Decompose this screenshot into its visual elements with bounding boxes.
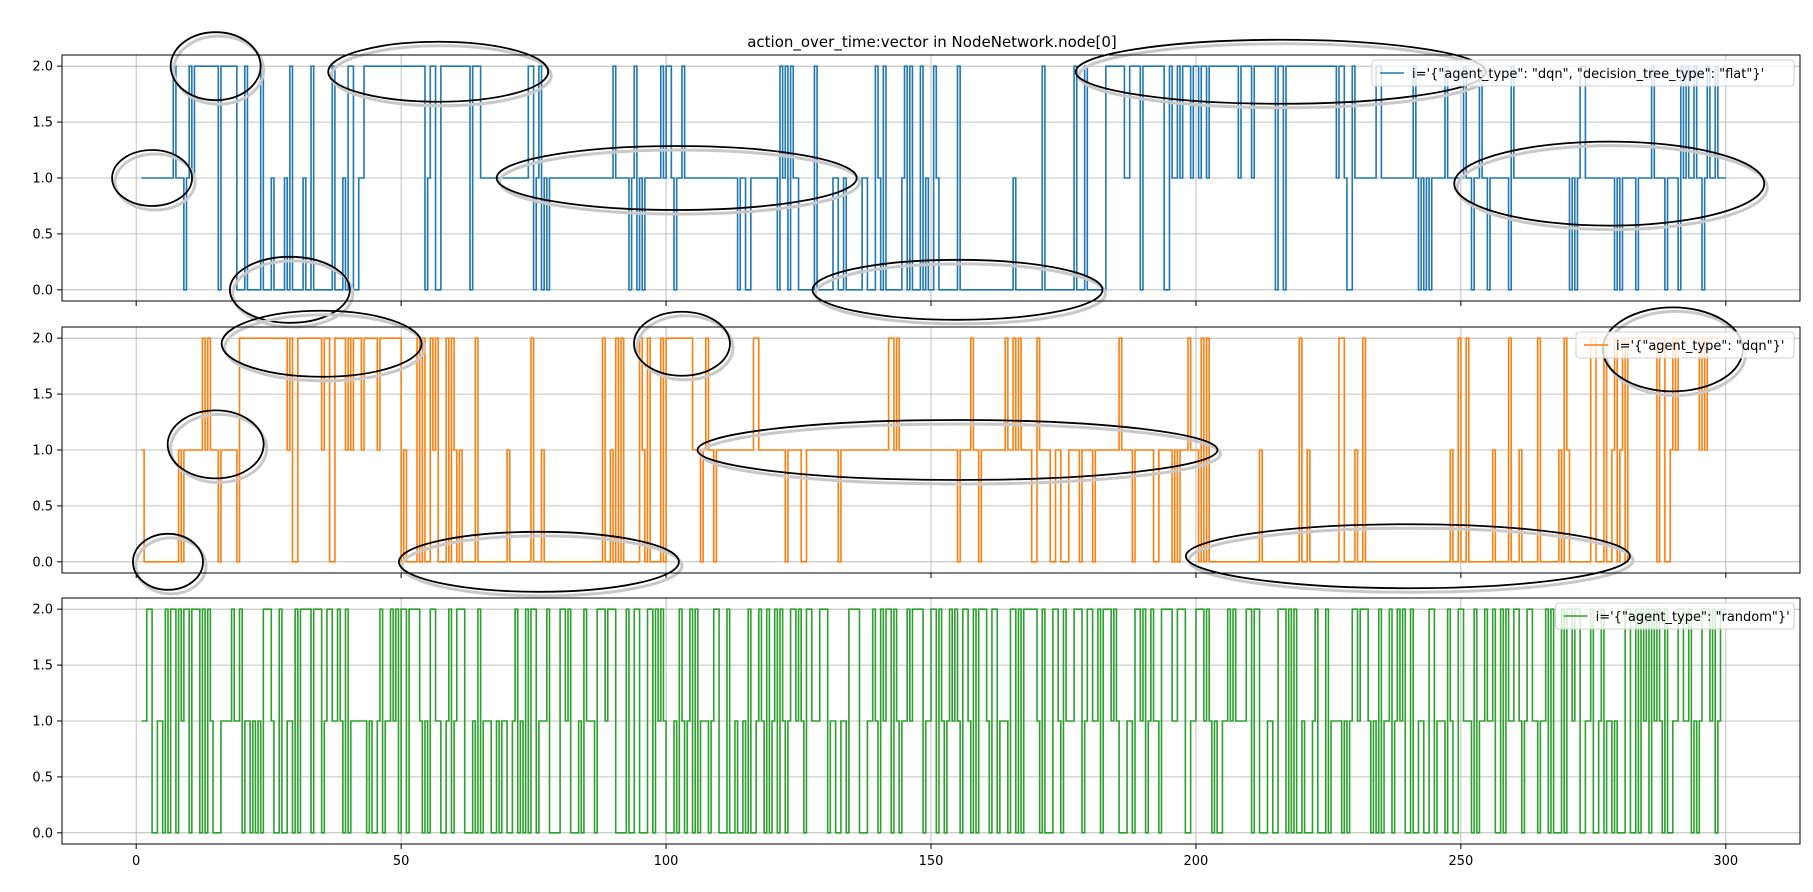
x-tick-label: 300 xyxy=(1713,854,1738,869)
series-line xyxy=(141,608,1726,834)
y-tick-label: 0.5 xyxy=(32,770,53,785)
annotation-ellipse-shadow xyxy=(635,314,735,382)
y-tick-label: 2.0 xyxy=(32,60,53,75)
annotation-ellipse xyxy=(811,258,1104,321)
y-tick-label: 1.0 xyxy=(32,715,53,730)
series-line xyxy=(141,65,1726,291)
y-tick-label: 1.5 xyxy=(32,388,53,403)
series-line xyxy=(141,337,1721,563)
annotation-ellipse-shadow xyxy=(223,313,427,383)
annotation-ellipse xyxy=(111,149,193,207)
y-tick-label: 2.0 xyxy=(32,332,53,347)
annotation-ellipse-shadow xyxy=(134,536,208,596)
subplot-2: i='{"agent_type": "dqn"}' 0.0 0.5 1.0 1.5 2.0 xyxy=(32,306,1801,598)
y-tick-label: 0.0 xyxy=(32,283,53,298)
annotation-ellipse xyxy=(397,530,680,593)
chart-title: action_over_time:vector in NodeNetwork.n… xyxy=(747,33,1117,52)
annotation-ellipse xyxy=(327,40,550,103)
y-tick-label: 1.0 xyxy=(32,444,53,459)
annotation-ellipse xyxy=(1453,140,1766,227)
annotation-ellipse xyxy=(220,309,423,378)
annotation-ellipse-shadow xyxy=(172,34,266,106)
annotation-ellipse xyxy=(633,310,731,377)
y-tick-label: 0.0 xyxy=(32,555,53,570)
subplot-1: i='{"agent_type": "dqn", "decision_tree_… xyxy=(32,31,1801,329)
annotation-ellipse-shadow xyxy=(113,152,197,212)
x-tick-label: 200 xyxy=(1184,854,1209,869)
annotation-ellipse xyxy=(169,31,262,102)
legend-box xyxy=(1575,331,1795,359)
legend-label: i='{"agent_type": "dqn", "decision_tree_… xyxy=(1412,67,1764,82)
annotation-ellipse xyxy=(696,419,1219,481)
y-tick-label: 0.5 xyxy=(32,499,53,514)
y-tick-label: 0.5 xyxy=(32,227,53,242)
legend-box xyxy=(1371,59,1795,87)
annotation-ellipse-shadow xyxy=(169,412,269,484)
annotation-ellipse xyxy=(495,145,858,211)
annotation-ellipse-shadow xyxy=(400,534,684,598)
x-tick-label: 50 xyxy=(393,854,410,869)
x-tick-label: 150 xyxy=(919,854,944,869)
annotation-ellipse xyxy=(1184,523,1631,590)
x-tick-label: 0 xyxy=(132,854,140,869)
annotation-ellipse xyxy=(132,532,204,591)
annotation-ellipse xyxy=(166,409,265,480)
annotation-ellipse-shadow xyxy=(1455,144,1769,232)
annotation-ellipse-shadow xyxy=(1187,526,1635,594)
y-tick-label: 0.0 xyxy=(32,826,53,841)
annotation-ellipse xyxy=(228,255,351,324)
y-tick-label: 1.5 xyxy=(32,116,53,131)
y-tick-label: 2.0 xyxy=(32,603,53,618)
annotation-ellipse-shadow xyxy=(498,148,862,216)
y-tick-label: 1.5 xyxy=(32,659,53,674)
legend-label: i='{"agent_type": "random"}' xyxy=(1596,610,1790,625)
legend-label: i='{"agent_type": "dqn"}' xyxy=(1616,339,1784,354)
x-tick-label: 250 xyxy=(1448,854,1473,869)
y-tick-label: 1.0 xyxy=(32,172,53,187)
subplot-3: i='{"agent_type": "random"}' 0.0 0.5 1.0 1.5… xyxy=(32,597,1801,869)
x-tick-label: 100 xyxy=(654,854,679,869)
annotation-ellipse-shadow xyxy=(813,262,1107,326)
legend-box xyxy=(1555,602,1795,630)
annotation-ellipse-shadow xyxy=(329,44,553,108)
